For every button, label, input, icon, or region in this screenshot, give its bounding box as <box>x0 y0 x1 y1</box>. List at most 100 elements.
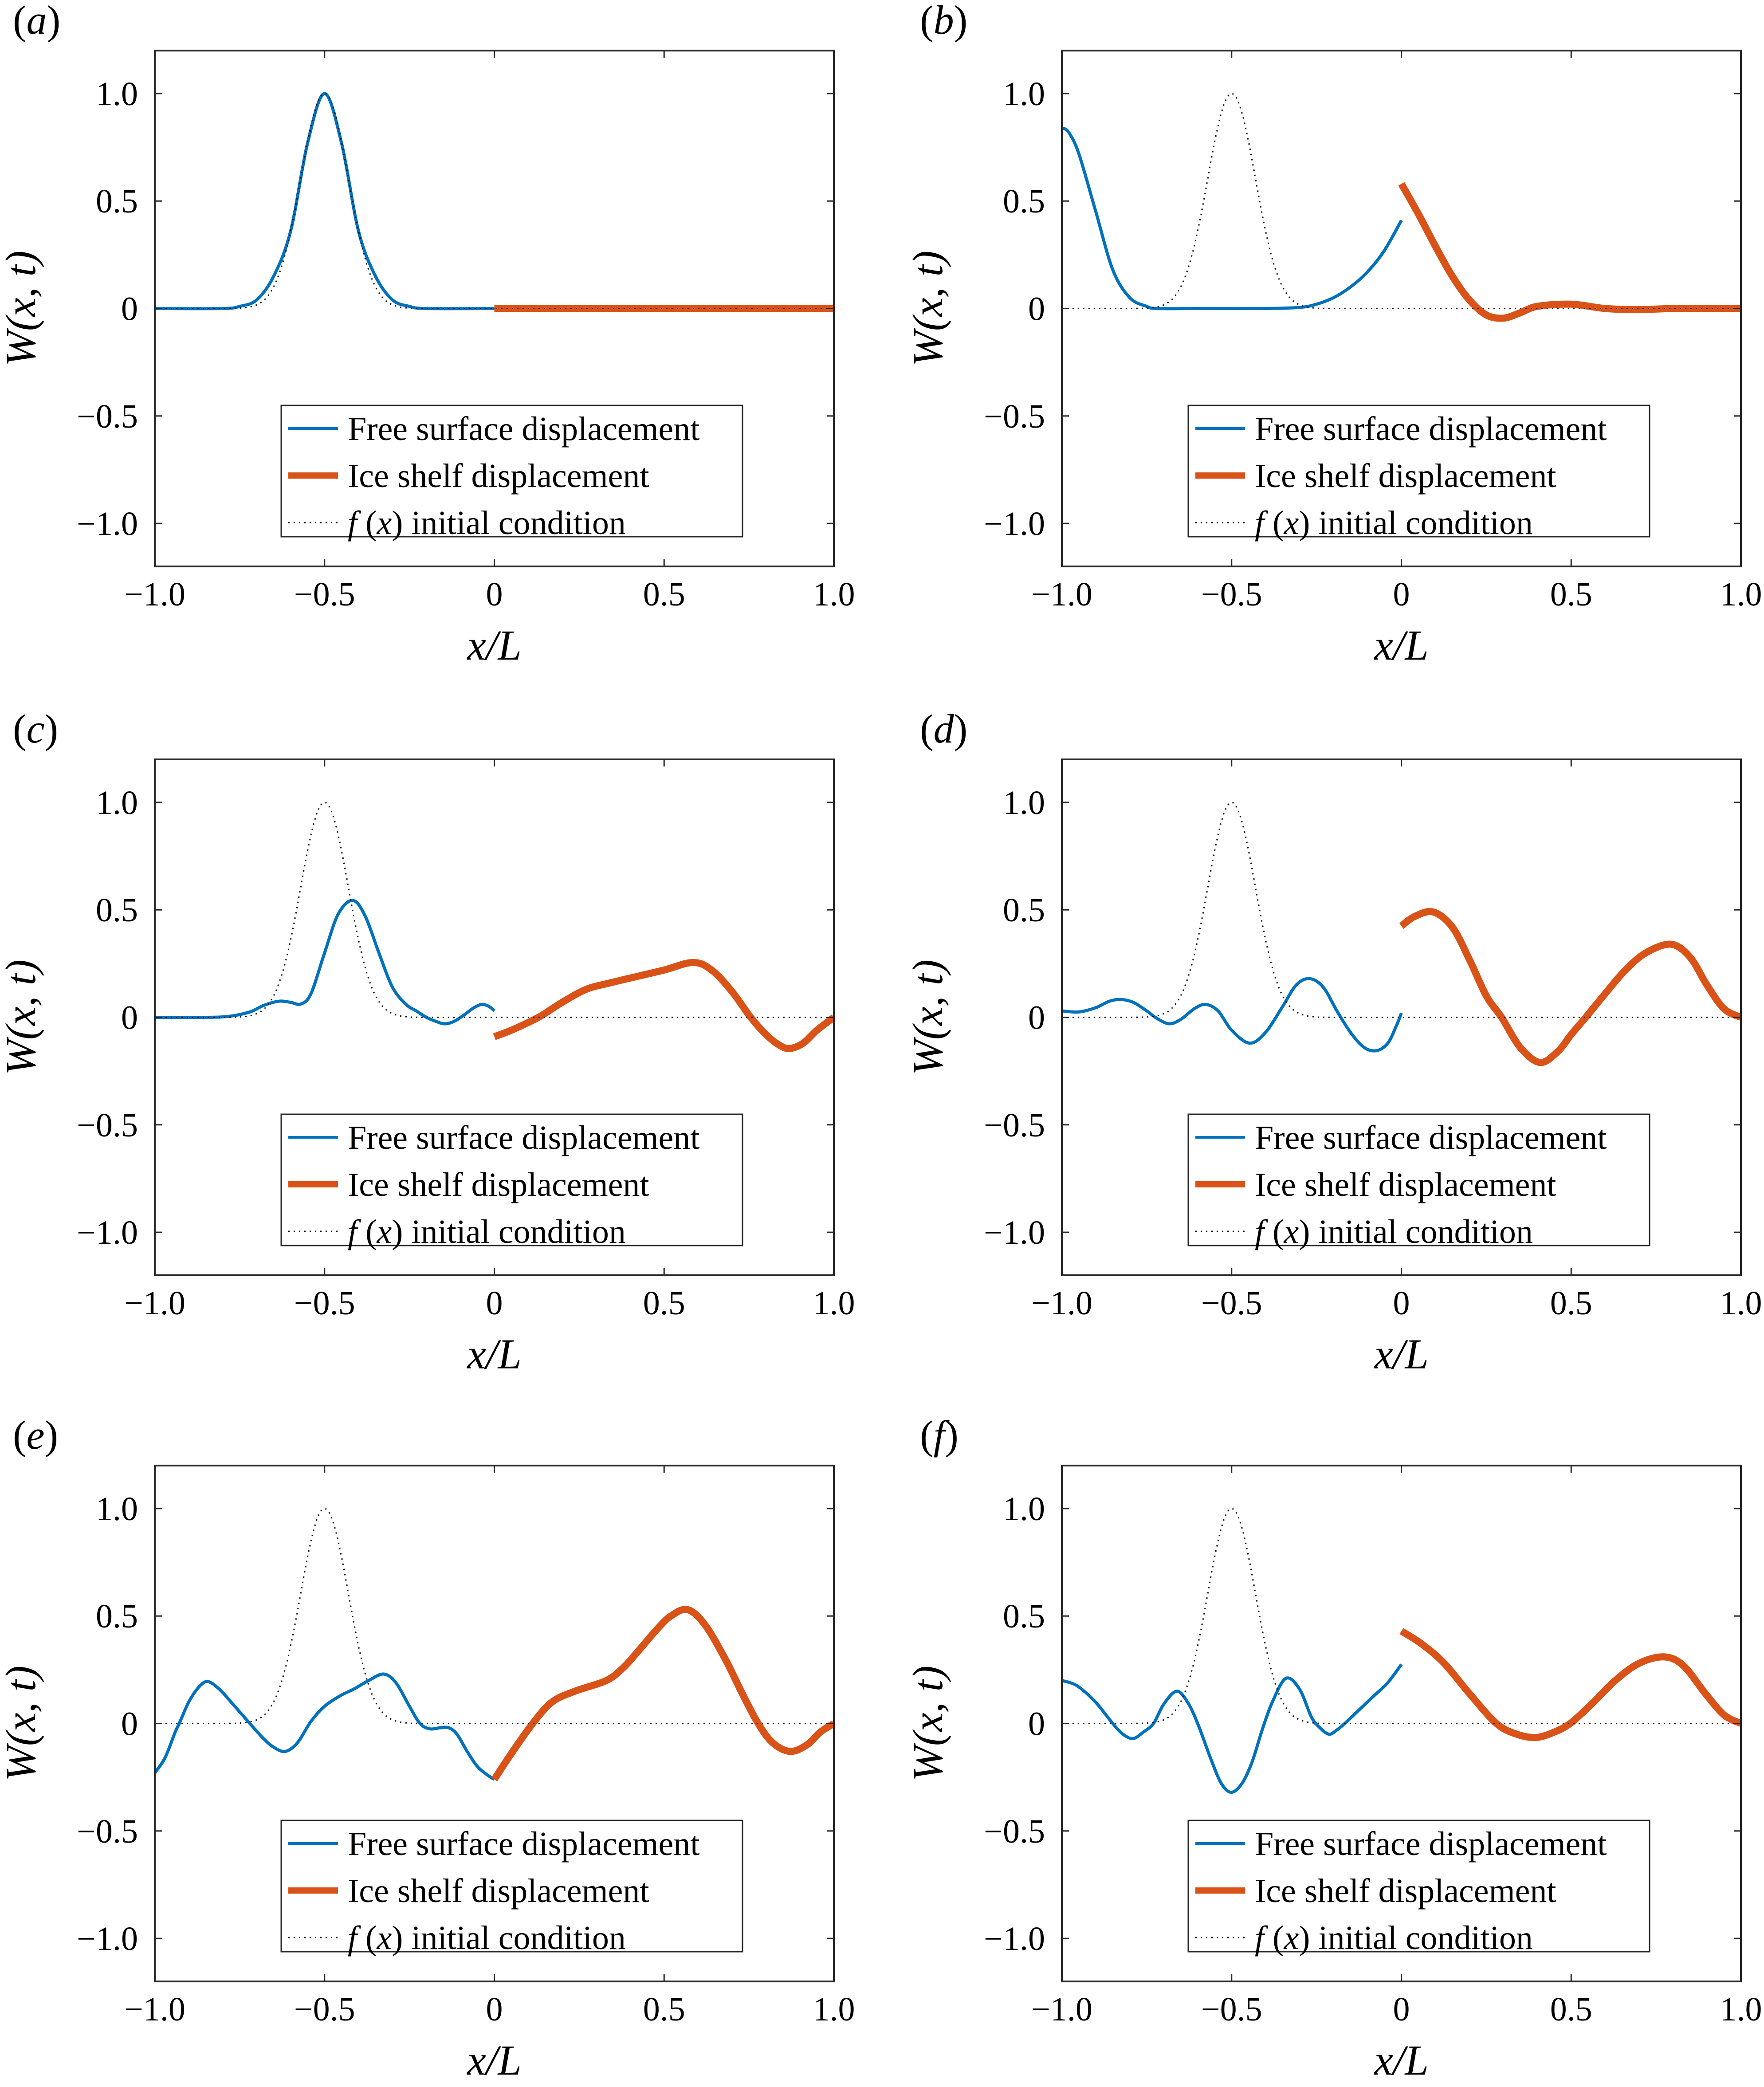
x-tick-label: 0 <box>1393 1285 1410 1322</box>
free-surface-curve <box>155 92 495 310</box>
legend: Free surface displacement Ice shelf displ… <box>280 1113 743 1250</box>
x-tick-label: 0.5 <box>1550 1285 1592 1322</box>
plot-area <box>155 92 834 312</box>
free-surface-curve <box>1062 126 1403 310</box>
legend-label: Ice shelf displacement <box>348 1872 649 1910</box>
x-axis-label: x/L <box>466 2036 522 2084</box>
legend-label: Free surface displacement <box>1255 1825 1607 1863</box>
panel-label: (d) <box>920 706 967 751</box>
plot-area <box>1062 93 1741 322</box>
initial-condition-curve <box>155 802 834 1018</box>
x-axis-label: x/L <box>1373 1330 1429 1378</box>
y-tick-label: 0 <box>121 1706 138 1743</box>
x-tick-label: 1.0 <box>1720 1991 1762 2028</box>
initial-condition-curve <box>1062 802 1741 1018</box>
y-axis-label: W(x, t) <box>904 959 951 1075</box>
y-tick-label: −1.0 <box>984 1214 1045 1251</box>
initial-condition-curve <box>1062 1508 1741 1724</box>
x-tick-label: −1.0 <box>124 1285 185 1322</box>
y-tick-label: 0 <box>121 291 138 328</box>
y-tick-label: 0 <box>121 999 138 1037</box>
y-axis-label: W(x, t) <box>0 1666 44 1781</box>
y-axis-label: W(x, t) <box>0 251 44 366</box>
ice-shelf-curve <box>493 959 834 1052</box>
x-tick-label: 0 <box>486 1991 503 2028</box>
panel-d: (d) −1.0 −1.0 −0.5 −0.5 0 0 0.5 0.5 1.0 1.0 x/L W(x,… <box>904 706 1762 1378</box>
y-tick-label: 0 <box>1028 1706 1045 1743</box>
initial-condition-curve <box>155 93 834 309</box>
y-tick-label: 0.5 <box>96 183 138 220</box>
ice-shelf-curve <box>1399 1628 1741 1741</box>
y-tick-label: 0 <box>1028 291 1045 328</box>
x-tick-label: 0 <box>1393 1991 1410 2028</box>
plot-area <box>155 802 834 1052</box>
x-tick-label: −0.5 <box>294 1991 355 2028</box>
x-tick-label: −1.0 <box>1031 1285 1092 1322</box>
x-tick-label: −0.5 <box>1201 576 1262 613</box>
legend-label: Ice shelf displacement <box>1255 1872 1556 1910</box>
x-tick-label: 0.5 <box>643 1991 685 2028</box>
y-tick-label: 0.5 <box>96 1598 138 1635</box>
x-tick-label: 0 <box>1393 576 1410 613</box>
y-tick-label: 0.5 <box>1003 183 1045 220</box>
panel-label: (c) <box>13 706 58 751</box>
initial-condition-curve <box>1062 93 1741 309</box>
y-tick-label: −1.0 <box>984 1920 1045 1957</box>
panel-b: (b) −1.0 −1.0 −0.5 −0.5 0 0 0.5 0.5 1.0 1.0 x/L W(x,… <box>904 0 1762 669</box>
legend: Free surface displacement Ice shelf displ… <box>1187 1820 1650 1957</box>
legend-label: Ice shelf displacement <box>1255 457 1556 495</box>
plot-area <box>155 1508 834 1781</box>
plot-area <box>1062 802 1741 1066</box>
y-tick-label: −0.5 <box>984 398 1045 435</box>
y-tick-label: −1.0 <box>77 505 138 542</box>
y-tick-label: 0.5 <box>1003 1598 1045 1635</box>
x-tick-label: 0.5 <box>1550 1991 1592 2028</box>
y-tick-label: 0 <box>1028 999 1045 1037</box>
y-tick-label: 1.0 <box>1003 784 1045 821</box>
x-tick-label: −1.0 <box>1031 1991 1092 2028</box>
ice-shelf-curve <box>1398 182 1741 322</box>
x-tick-label: 1.0 <box>1720 1285 1762 1322</box>
y-tick-label: 1.0 <box>1003 75 1045 113</box>
y-axis-label: W(x, t) <box>904 251 951 366</box>
x-tick-label: −0.5 <box>1201 1285 1262 1322</box>
y-tick-label: −0.5 <box>984 1107 1045 1144</box>
x-tick-label: 1.0 <box>813 1285 855 1322</box>
legend-label: Free surface displacement <box>1255 1119 1607 1156</box>
y-tick-label: −0.5 <box>984 1813 1045 1850</box>
y-tick-label: −1.0 <box>77 1214 138 1251</box>
y-tick-label: 0.5 <box>96 892 138 929</box>
y-tick-label: 1.0 <box>96 75 138 113</box>
free-surface-curve <box>1062 977 1403 1053</box>
x-axis-label: x/L <box>466 621 522 669</box>
legend-label: Free surface displacement <box>348 1825 699 1863</box>
y-tick-label: 1.0 <box>96 784 138 821</box>
x-tick-label: −0.5 <box>294 576 355 613</box>
y-tick-label: −0.5 <box>77 398 138 435</box>
free-surface-curve <box>155 1672 495 1781</box>
legend-label: f (x) initial condition <box>348 1213 626 1250</box>
legend-label: f (x) initial condition <box>1255 1213 1533 1250</box>
legend-label: f (x) initial condition <box>348 1919 626 1957</box>
legend-label: f (x) initial condition <box>348 504 626 542</box>
panel-label: (b) <box>920 0 967 43</box>
legend: Free surface displacement Ice shelf displ… <box>1187 1113 1650 1250</box>
x-tick-label: 0 <box>486 576 503 613</box>
y-tick-label: −1.0 <box>984 505 1045 542</box>
x-axis-label: x/L <box>1373 2036 1429 2084</box>
x-tick-label: −0.5 <box>1201 1991 1262 2028</box>
legend-label: Ice shelf displacement <box>348 457 649 495</box>
ice-shelf-curve <box>491 1606 834 1781</box>
legend: Free surface displacement Ice shelf displ… <box>1187 405 1650 542</box>
panel-c: (c) −1.0 −1.0 −0.5 −0.5 0 0 0.5 0.5 1.0 1.0 x/L W(x,… <box>0 706 855 1378</box>
x-tick-label: 1.0 <box>813 1991 855 2028</box>
legend-label: f (x) initial condition <box>1255 1919 1533 1957</box>
legend-label: f (x) initial condition <box>1255 504 1533 542</box>
x-tick-label: 0.5 <box>1550 576 1592 613</box>
panel-label: (f) <box>920 1412 959 1458</box>
x-tick-label: 1.0 <box>813 576 855 613</box>
x-tick-label: 0.5 <box>643 1285 685 1322</box>
y-tick-label: 0.5 <box>1003 892 1045 929</box>
free-surface-curve <box>1062 1663 1403 1794</box>
y-tick-label: 1.0 <box>1003 1490 1045 1528</box>
